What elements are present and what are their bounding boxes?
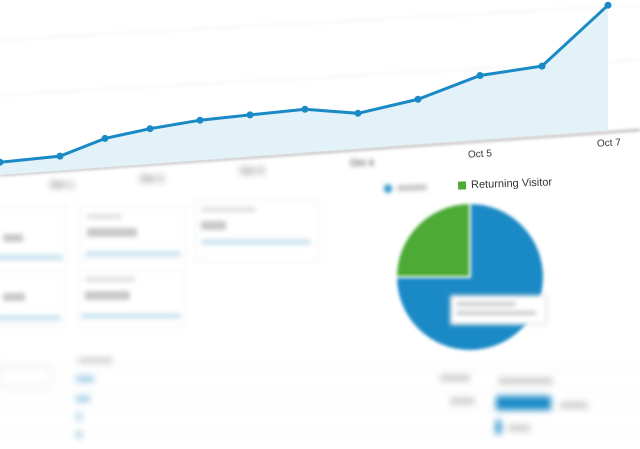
chart-point[interactable] <box>604 1 612 9</box>
x-tick-label: Oct 1 <box>50 180 74 191</box>
metric-card <box>0 205 67 262</box>
chart-point[interactable] <box>56 152 64 160</box>
sessions-line-chart <box>0 1 612 175</box>
chart-point[interactable] <box>301 105 309 113</box>
chart-grid <box>0 4 640 176</box>
chart-point[interactable] <box>146 125 154 133</box>
x-tick-label: Oct 4 <box>350 158 374 169</box>
x-tick-label: Oct 2 <box>140 174 164 185</box>
x-tick-label-oct5: Oct 5 <box>467 148 493 161</box>
chart-point[interactable] <box>414 95 422 103</box>
metric-card <box>78 270 185 327</box>
chart-point[interactable] <box>101 134 109 142</box>
chart-point[interactable] <box>538 62 546 70</box>
chart-area-fill <box>0 5 608 175</box>
chart-point[interactable] <box>476 71 484 79</box>
metric-card <box>0 270 67 327</box>
chart-point[interactable] <box>354 109 362 117</box>
metric-card <box>195 200 319 262</box>
visitor-pie-chart <box>394 201 545 352</box>
chart-series-line <box>0 4 610 164</box>
pie-slice[interactable] <box>394 201 471 278</box>
chart-point[interactable] <box>0 158 4 166</box>
pie-tooltip <box>450 295 547 325</box>
chart-point[interactable] <box>246 111 254 119</box>
chart-point[interactable] <box>196 116 204 124</box>
metric-card <box>80 205 187 262</box>
x-tick-label: Oct 3 <box>240 166 264 177</box>
x-tick-label-oct7: Oct 7 <box>596 137 622 150</box>
